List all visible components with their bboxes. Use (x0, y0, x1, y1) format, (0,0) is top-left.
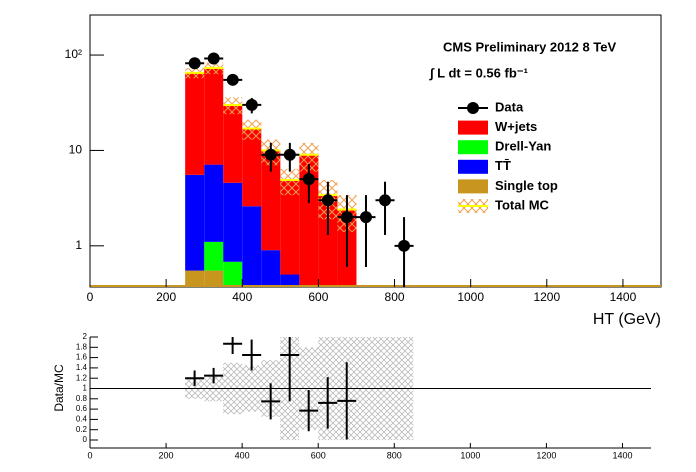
bar-segment (204, 241, 224, 271)
y-tick-label: 2 (83, 332, 88, 341)
y-tick-label: 10² (65, 47, 82, 61)
bar-segment (223, 182, 243, 262)
x-tick-label: 200 (159, 450, 174, 460)
legend-swatch (467, 102, 479, 114)
legend-swatch (458, 159, 488, 174)
bar-segment (242, 206, 262, 287)
y-tick-label: 1 (75, 238, 82, 252)
x-tick-label: 200 (156, 290, 176, 304)
bar-segment (185, 174, 205, 271)
y-tick-label: 0.4 (76, 415, 88, 424)
data-point (264, 148, 277, 161)
legend-label: Data (495, 99, 524, 114)
data-point (359, 211, 372, 224)
y-tick-label: 1 (83, 384, 88, 393)
bar-segment (280, 274, 300, 287)
y-axis-label: Data/MC (52, 364, 66, 412)
data-point (283, 148, 296, 161)
x-axis-label: HT (GeV) (593, 311, 661, 328)
x-tick-label: 400 (232, 290, 252, 304)
legend-label: TT̄ (495, 158, 511, 173)
x-tick-label: 600 (308, 290, 328, 304)
y-tick-label: 1.6 (76, 353, 88, 362)
bar-segment (204, 68, 224, 165)
bar-segment (204, 164, 224, 242)
data-point (207, 52, 220, 65)
data-point (398, 239, 411, 252)
x-tick-label: 600 (311, 450, 326, 460)
y-tick-label: 1.4 (76, 363, 88, 372)
legend-swatch (458, 120, 488, 135)
plot-frame (89, 14, 662, 288)
x-tick-label: 1200 (533, 290, 560, 304)
x-tick-label: 1200 (536, 450, 556, 460)
bar-segment (204, 270, 224, 287)
data-point (302, 173, 315, 186)
x-tick-label: 400 (235, 450, 250, 460)
data-point (340, 211, 353, 224)
legend-swatch (458, 179, 488, 194)
bar-segment (185, 270, 205, 287)
annotation: CMS Preliminary 2012 8 TeV (443, 39, 617, 54)
bar-segment (261, 250, 281, 287)
annotation: ∫ L dt = 0.56 fb⁻¹ (429, 65, 528, 80)
bar-segment (223, 104, 243, 183)
x-tick-label: 1000 (460, 450, 480, 460)
x-tick-label: 1400 (612, 450, 632, 460)
y-tick-label: 1.8 (76, 342, 88, 351)
y-tick-label: 0.2 (76, 425, 88, 434)
legend-label: Drell-Yan (495, 139, 551, 154)
data-point (226, 73, 239, 86)
mc-uncertainty (280, 168, 300, 196)
legend-label: W+jets (495, 119, 537, 134)
data-point (321, 194, 334, 207)
mc-uncertainty (299, 142, 319, 172)
data-point (188, 57, 201, 70)
y-tick-label: 0 (83, 435, 88, 444)
bar-segment (242, 128, 262, 207)
y-tick-label: 1.2 (76, 373, 88, 382)
data-point (245, 98, 258, 111)
y-tick-label: 0.6 (76, 404, 88, 413)
bar-segment (185, 72, 205, 175)
bar-segment (261, 150, 281, 251)
legend-label: Total MC (495, 197, 550, 212)
x-tick-label: 800 (387, 450, 402, 460)
legend-label: Single top (495, 178, 558, 193)
data-point (379, 194, 392, 207)
bar-segment (299, 154, 319, 287)
x-tick-label: 1000 (457, 290, 484, 304)
x-tick-label: 0 (87, 290, 94, 304)
y-tick-label: 0.8 (76, 394, 88, 403)
mc-uncertainty (242, 119, 262, 140)
bar-segment (280, 179, 300, 275)
y-tick-label: 10 (69, 143, 83, 157)
legend-swatch (458, 140, 488, 155)
bar-segment (223, 261, 243, 287)
x-tick-label: 0 (87, 450, 92, 460)
x-tick-label: 1400 (610, 290, 637, 304)
x-tick-label: 800 (385, 290, 405, 304)
